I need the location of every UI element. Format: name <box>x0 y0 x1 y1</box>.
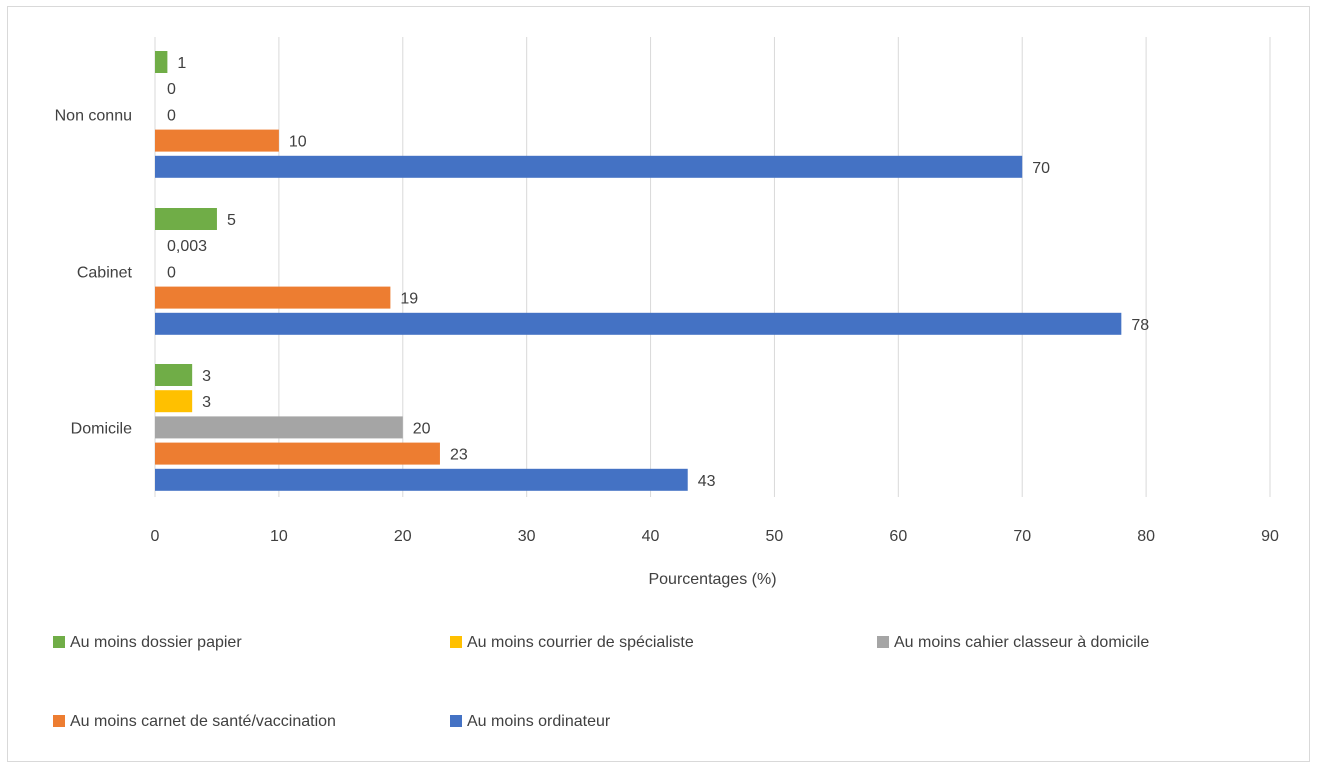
x-tick-label: 0 <box>151 528 160 545</box>
bar <box>155 468 688 491</box>
x-tick-label: 40 <box>642 528 660 545</box>
bar <box>155 286 391 309</box>
data-label: 10 <box>289 134 307 151</box>
legend-swatch <box>53 715 65 727</box>
legend: Au moins dossier papier Au moins courrier… <box>53 634 1149 730</box>
bar <box>155 155 1023 178</box>
bar <box>155 390 193 413</box>
bar <box>155 312 1122 335</box>
data-label: 23 <box>450 447 468 464</box>
legend-swatch <box>450 636 462 648</box>
bar <box>155 208 217 230</box>
bar <box>155 416 403 439</box>
x-tick-label: 80 <box>1137 528 1155 545</box>
bar <box>155 442 440 465</box>
x-tick-label: 90 <box>1261 528 1279 545</box>
data-label: 78 <box>1131 317 1149 334</box>
legend-label: Au moins cahier classeur à domicile <box>894 634 1149 651</box>
data-label: 43 <box>698 473 716 490</box>
data-label: 0 <box>167 81 176 98</box>
data-label: 0,003 <box>167 238 207 255</box>
data-label: 1 <box>177 55 186 72</box>
x-tick-label: 20 <box>394 528 412 545</box>
category-label: Non connu <box>55 107 132 124</box>
data-label: 70 <box>1032 160 1050 177</box>
legend-label: Au moins dossier papier <box>70 634 242 651</box>
data-label: 5 <box>227 212 236 229</box>
legend-swatch <box>53 636 65 648</box>
bar <box>155 51 168 73</box>
bar <box>155 364 193 386</box>
x-tick-label: 10 <box>270 528 288 545</box>
data-label: 3 <box>202 368 211 385</box>
x-tick-label: 50 <box>766 528 784 545</box>
category-label: Cabinet <box>77 264 133 281</box>
x-tick-label: 60 <box>889 528 907 545</box>
data-label: 0 <box>167 264 176 281</box>
legend-label: Au moins carnet de santé/vaccination <box>70 713 336 730</box>
x-axis-ticks: 0 10 20 30 40 50 60 70 80 90 <box>151 528 1279 545</box>
x-tick-label: 30 <box>518 528 536 545</box>
x-axis-title: Pourcentages (%) <box>648 571 776 588</box>
category-label: Domicile <box>71 420 132 437</box>
bar <box>155 129 279 152</box>
legend-swatch <box>450 715 462 727</box>
category-labels: Non connu Cabinet Domicile <box>55 107 133 437</box>
data-label: 19 <box>400 291 418 308</box>
legend-label: Au moins courrier de spécialiste <box>467 634 694 651</box>
data-label: 3 <box>202 394 211 411</box>
legend-swatch <box>877 636 889 648</box>
gridlines <box>154 37 1271 497</box>
legend-label: Au moins ordinateur <box>467 713 611 730</box>
bars <box>155 51 1122 491</box>
chart-frame: 1 0 0 10 70 5 0,003 0 19 78 3 3 20 23 43 0 10 20 30 40 50 60… <box>7 6 1310 762</box>
x-tick-label: 70 <box>1013 528 1031 545</box>
data-label: 20 <box>413 420 431 437</box>
data-label: 0 <box>167 107 176 124</box>
